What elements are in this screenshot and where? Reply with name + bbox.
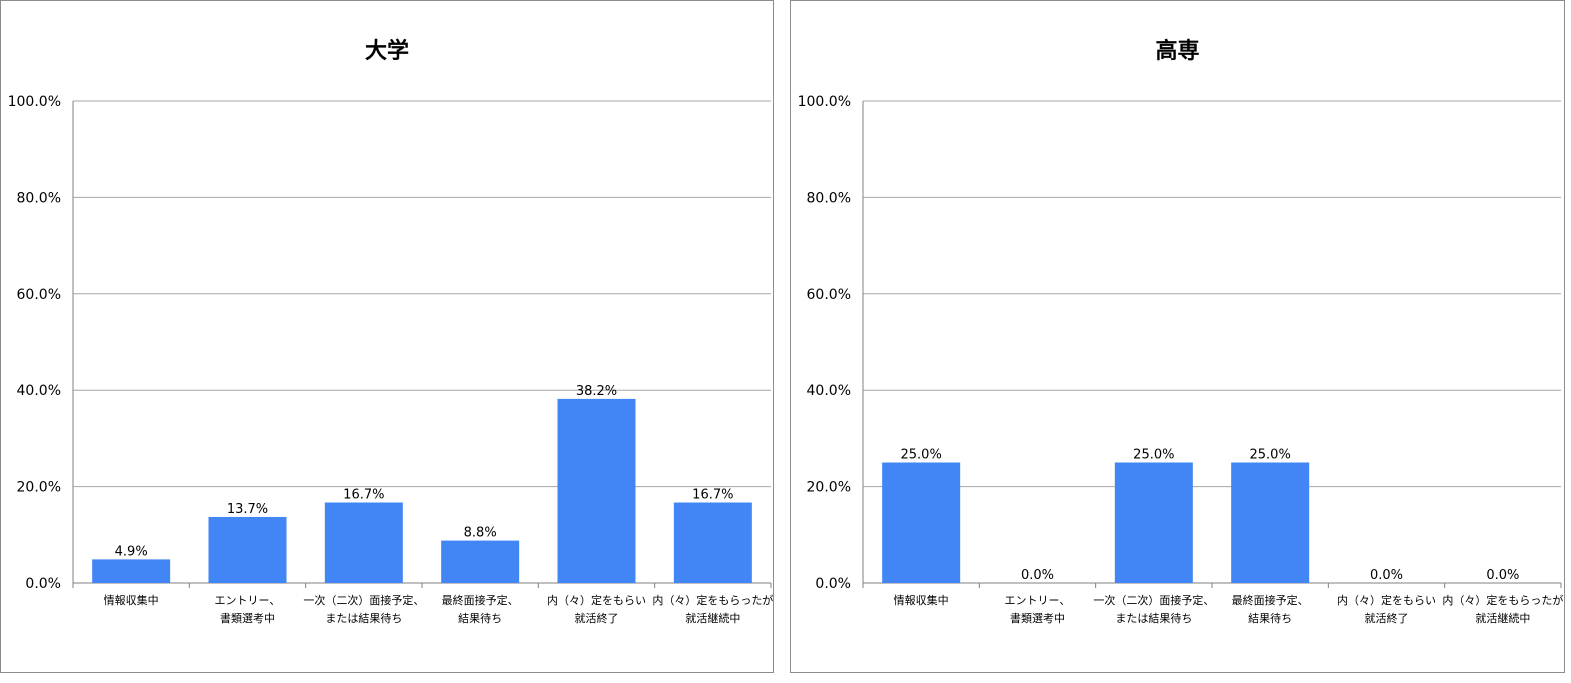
category-label: 内（々）定をもらい <box>547 593 646 607</box>
category-label: 書類選考中 <box>220 611 275 625</box>
category-label: または結果待ち <box>325 611 402 625</box>
y-tick-label: 0.0% <box>815 576 851 592</box>
category-label: 結果待ち <box>458 611 502 625</box>
data-label: 16.7% <box>692 488 733 503</box>
bar <box>673 502 752 583</box>
y-tick-label: 20.0% <box>17 480 61 496</box>
data-label: 25.0% <box>901 448 942 463</box>
bar <box>1231 462 1310 583</box>
bar-chart-university: 0.0% 20.0% 40.0% 60.0% 80.0% 100.0% 4.9% 情報収集中 1… <box>8 94 774 625</box>
data-label: 16.7% <box>343 488 384 503</box>
category-label: 一次（二次）面接予定、 <box>1093 593 1214 607</box>
bar <box>557 398 636 583</box>
category-label: または結果待ち <box>1115 611 1192 625</box>
chart-title: 高専 <box>1155 39 1200 64</box>
data-label: 38.2% <box>576 384 617 399</box>
category-label: 内（々）定をもらったが <box>1442 593 1563 607</box>
chart-title: 大学 <box>364 39 409 64</box>
data-label: 25.0% <box>1133 448 1174 463</box>
data-label: 0.0% <box>1486 568 1519 583</box>
chart-panel-university: 大学 0.0% 20.0% 40.0% 60.0% 80.0% 100.0% 4.9% 情報収… <box>0 0 774 673</box>
bar-chart-technical-college: 0.0% 20.0% 40.0% 60.0% 80.0% 100.0% 25.0% 情報収集中… <box>798 94 1564 625</box>
category-label: 結果待ち <box>1248 611 1292 625</box>
data-label: 8.8% <box>464 526 497 541</box>
y-tick-label: 80.0% <box>17 190 61 206</box>
data-label: 0.0% <box>1021 568 1054 583</box>
bar <box>882 462 961 583</box>
category-label: エントリー、 <box>215 594 281 607</box>
data-label: 4.9% <box>115 544 148 559</box>
category-label: 書類選考中 <box>1010 611 1065 625</box>
bar <box>1114 462 1193 583</box>
category-label: 情報収集中 <box>104 593 159 607</box>
chart-panel-technical-college: 高専 0.0% 20.0% 40.0% 60.0% 80.0% 100.0% 25.0% 情報… <box>790 0 1565 673</box>
y-tick-label: 20.0% <box>807 480 851 496</box>
y-tick-label: 0.0% <box>25 576 61 592</box>
category-label: エントリー、 <box>1005 594 1071 607</box>
category-label: 就活終了 <box>1365 611 1409 625</box>
category-label: 内（々）定をもらったが <box>652 593 773 607</box>
y-tick-label: 100.0% <box>798 94 851 110</box>
bar <box>324 502 403 583</box>
bar <box>441 540 520 583</box>
y-tick-label: 60.0% <box>17 287 61 303</box>
y-tick-label: 80.0% <box>807 190 851 206</box>
y-tick-label: 40.0% <box>807 383 851 399</box>
data-label: 13.7% <box>227 502 268 517</box>
category-label: 就活終了 <box>575 611 619 625</box>
category-label: 情報収集中 <box>894 593 949 607</box>
category-label: 最終面接予定、 <box>442 593 519 607</box>
bar <box>92 559 171 583</box>
category-label: 内（々）定をもらい <box>1337 593 1436 607</box>
data-label: 25.0% <box>1250 448 1291 463</box>
category-label: 就活継続中 <box>1475 611 1530 625</box>
data-label: 0.0% <box>1370 568 1403 583</box>
bar <box>208 516 287 583</box>
category-label: 就活継続中 <box>685 611 740 625</box>
y-tick-label: 60.0% <box>807 287 851 303</box>
y-tick-label: 40.0% <box>17 383 61 399</box>
category-label: 一次（二次）面接予定、 <box>303 593 424 607</box>
category-label: 最終面接予定、 <box>1232 593 1309 607</box>
y-tick-label: 100.0% <box>8 94 61 110</box>
